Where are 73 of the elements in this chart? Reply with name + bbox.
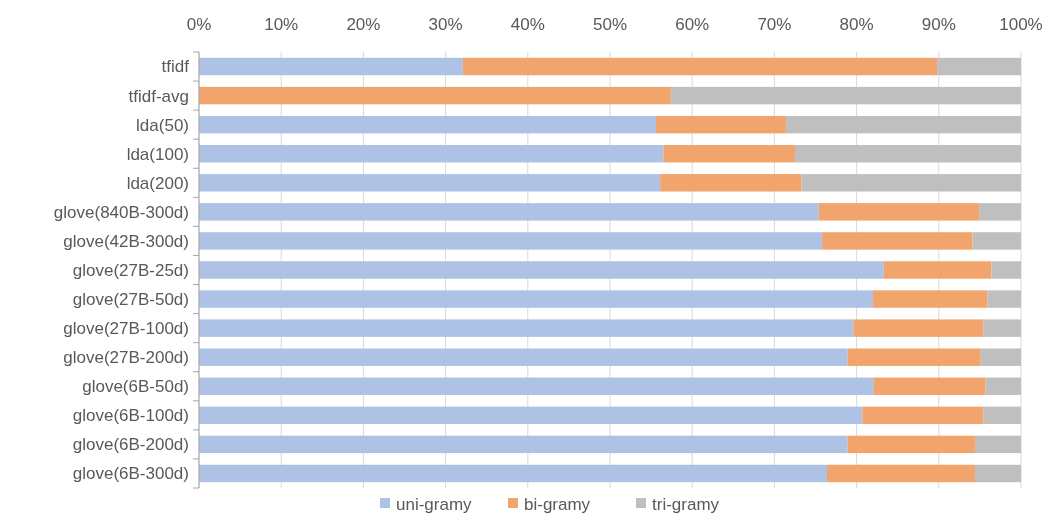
- bar: [199, 115, 657, 134]
- bar: [462, 57, 938, 76]
- bar: [883, 261, 992, 279]
- bar: [199, 319, 854, 337]
- bar: [873, 377, 986, 395]
- y-tick-label: glove(6B-100d): [72, 406, 189, 426]
- bar: [199, 232, 823, 250]
- bar: [983, 406, 1021, 425]
- bar: [199, 377, 874, 395]
- bar: [199, 464, 828, 483]
- y-tick-label: glove(27B-100d): [63, 319, 189, 339]
- bar: [847, 348, 981, 366]
- bar: [199, 174, 661, 192]
- bar: [199, 406, 863, 425]
- x-tick-label: 20%: [346, 15, 381, 34]
- bar: [847, 435, 975, 454]
- x-tick-label: 90%: [921, 15, 956, 34]
- bar: [991, 261, 1021, 279]
- x-tick-label: 70%: [757, 15, 792, 34]
- bar: [199, 86, 671, 105]
- y-tick-label: glove(27B-50d): [72, 290, 189, 310]
- y-tick-label: glove(6B-50d): [82, 377, 189, 397]
- bar: [822, 232, 973, 250]
- bar: [974, 435, 1021, 454]
- x-tick-label: 10%: [264, 15, 299, 34]
- x-tick-label: 80%: [839, 15, 874, 34]
- y-tick-label: glove(840B-300d): [53, 202, 189, 222]
- bar: [199, 348, 848, 366]
- y-tick-label: lda(100): [126, 144, 189, 164]
- y-tick-label: lda(50): [136, 115, 189, 135]
- bar: [979, 203, 1021, 221]
- x-tick-label: 60%: [675, 15, 710, 34]
- bar: [862, 406, 984, 425]
- y-tick-label: glove(6B-300d): [72, 464, 189, 484]
- x-tick-label: 0%: [186, 15, 212, 34]
- legend-label: bi-gramy: [524, 494, 591, 514]
- y-tick-label: tfidf-avg: [128, 86, 189, 106]
- bar: [785, 115, 1021, 134]
- y-tick-label: glove(27B-25d): [72, 260, 189, 280]
- bar: [801, 174, 1021, 192]
- bar: [199, 261, 884, 279]
- legend-label: tri-gramy: [652, 494, 720, 514]
- x-tick-label: 100%: [999, 15, 1043, 34]
- bar: [199, 57, 463, 76]
- bar: [987, 290, 1021, 308]
- bar: [818, 203, 980, 221]
- bar: [199, 435, 848, 454]
- y-tick-label: tfidf: [161, 57, 190, 77]
- bar: [983, 319, 1021, 337]
- x-tick-label: 50%: [592, 15, 628, 34]
- x-tick-label: 30%: [428, 15, 463, 34]
- bar: [853, 319, 984, 337]
- bar: [974, 464, 1021, 483]
- y-tick-label: glove(27B-200d): [63, 348, 189, 368]
- bar: [199, 203, 819, 221]
- bar: [937, 57, 1021, 76]
- legend-label: uni-gramy: [396, 494, 473, 514]
- bar: [827, 464, 975, 483]
- y-tick-label: lda(200): [126, 173, 189, 193]
- y-tick-label: glove(6B-200d): [72, 435, 189, 455]
- bar: [199, 290, 874, 308]
- x-tick-label: 40%: [510, 15, 545, 34]
- bar: [663, 145, 795, 163]
- bar: [985, 377, 1021, 395]
- bar: [794, 145, 1021, 163]
- bar: [873, 290, 988, 308]
- bar: [972, 232, 1021, 250]
- bar: [670, 86, 1021, 105]
- y-tick-label: glove(42B-300d): [63, 231, 189, 251]
- bar: [660, 174, 802, 192]
- bar: [199, 145, 664, 163]
- bar: [980, 348, 1021, 366]
- bar: [656, 115, 786, 134]
